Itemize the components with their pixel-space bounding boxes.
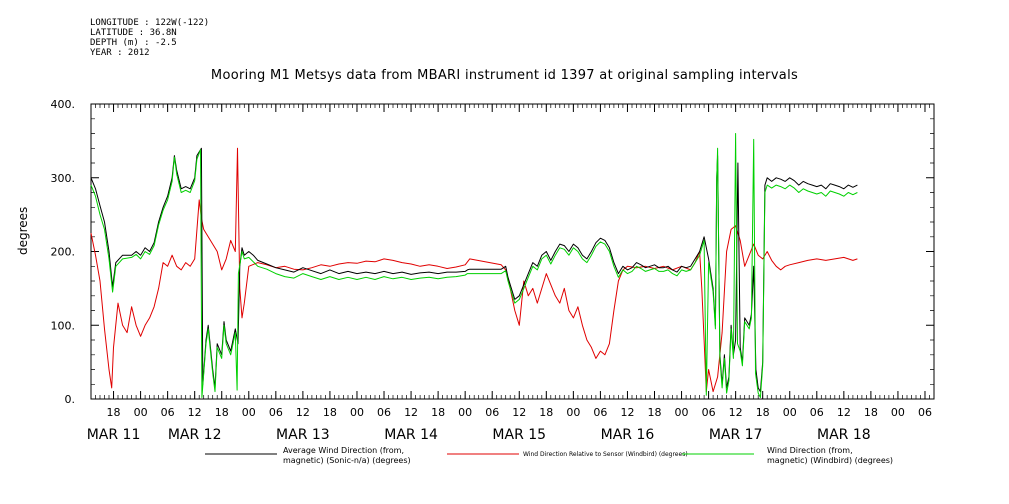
y-tick-label: 300. [51,172,76,185]
x-tick-label: 18 [431,406,445,419]
y-tick-label: 400. [51,98,76,111]
x-tick-label: 06 [377,406,391,419]
x-tick-label: 18 [539,406,553,419]
legend-label-0: Average Wind Direction (from, [283,446,404,455]
x-tick-label: 12 [404,406,418,419]
series-line-2 [90,133,858,398]
x-date-label: MAR 16 [601,427,655,443]
meta-longitude: LONGITUDE : 122W(-122) [90,18,210,28]
x-tick-label: 00 [350,406,364,419]
x-tick-label: 00 [675,406,689,419]
y-tick-label: 0. [65,393,76,406]
x-tick-label: 18 [864,406,878,419]
x-tick-label: 12 [837,406,851,419]
x-tick-label: 18 [756,406,770,419]
meta-depth: DEPTH (m) : -2.5 [90,38,177,48]
metadata-block: LONGITUDE : 122W(-122) LATITUDE : 36.8N … [90,18,209,58]
x-tick-label: 18 [323,406,337,419]
x-tick-label: 00 [134,406,148,419]
x-tick-label: 12 [620,406,634,419]
x-tick-label: 06 [269,406,283,419]
x-tick-label: 12 [512,406,526,419]
x-date-label: MAR 11 [87,427,141,443]
x-tick-label: 00 [566,406,580,419]
x-tick-label: 06 [810,406,824,419]
x-tick-label: 00 [783,406,797,419]
legend-label-0: magnetic) (Sonic-n/a) (degrees) [283,456,411,465]
x-tick-label: 06 [702,406,716,419]
x-tick-label: 18 [107,406,121,419]
x-date-label: MAR 14 [384,427,438,443]
x-tick-label: 00 [891,406,905,419]
x-tick-label: 06 [161,406,175,419]
x-tick-label: 06 [485,406,499,419]
y-tick-label: 200. [51,246,76,259]
x-tick-label: 00 [242,406,256,419]
legend-label-2: magnetic) (Windbird) (degrees) [767,456,893,465]
series-line-0 [90,147,858,393]
x-tick-label: 18 [648,406,662,419]
x-tick-label: 00 [458,406,472,419]
x-date-label: MAR 18 [817,427,871,443]
x-tick-label: 12 [296,406,310,419]
chart-title: Mooring M1 Metsys data from MBARI instru… [210,68,799,83]
x-date-label: MAR 17 [709,427,763,443]
meta-year: YEAR : 2012 [90,48,150,58]
x-tick-label: 06 [593,406,607,419]
x-tick-label: 12 [188,406,202,419]
x-date-label: MAR 15 [492,427,546,443]
x-date-label: MAR 13 [276,427,330,443]
meta-latitude: LATITUDE : 36.8N [90,28,177,38]
x-tick-label: 12 [729,406,743,419]
legend-label-2: Wind Direction (from, [767,446,853,455]
x-tick-label: 06 [918,406,932,419]
y-minor-ticks [91,118,934,385]
legend-label-1: Wind Direction Relative to Sensor (Windb… [523,451,688,458]
x-date-label: MAR 12 [168,427,222,443]
x-tick-label: 18 [215,406,229,419]
series-line-1 [90,147,858,393]
y-tick-label: 100. [51,319,76,332]
